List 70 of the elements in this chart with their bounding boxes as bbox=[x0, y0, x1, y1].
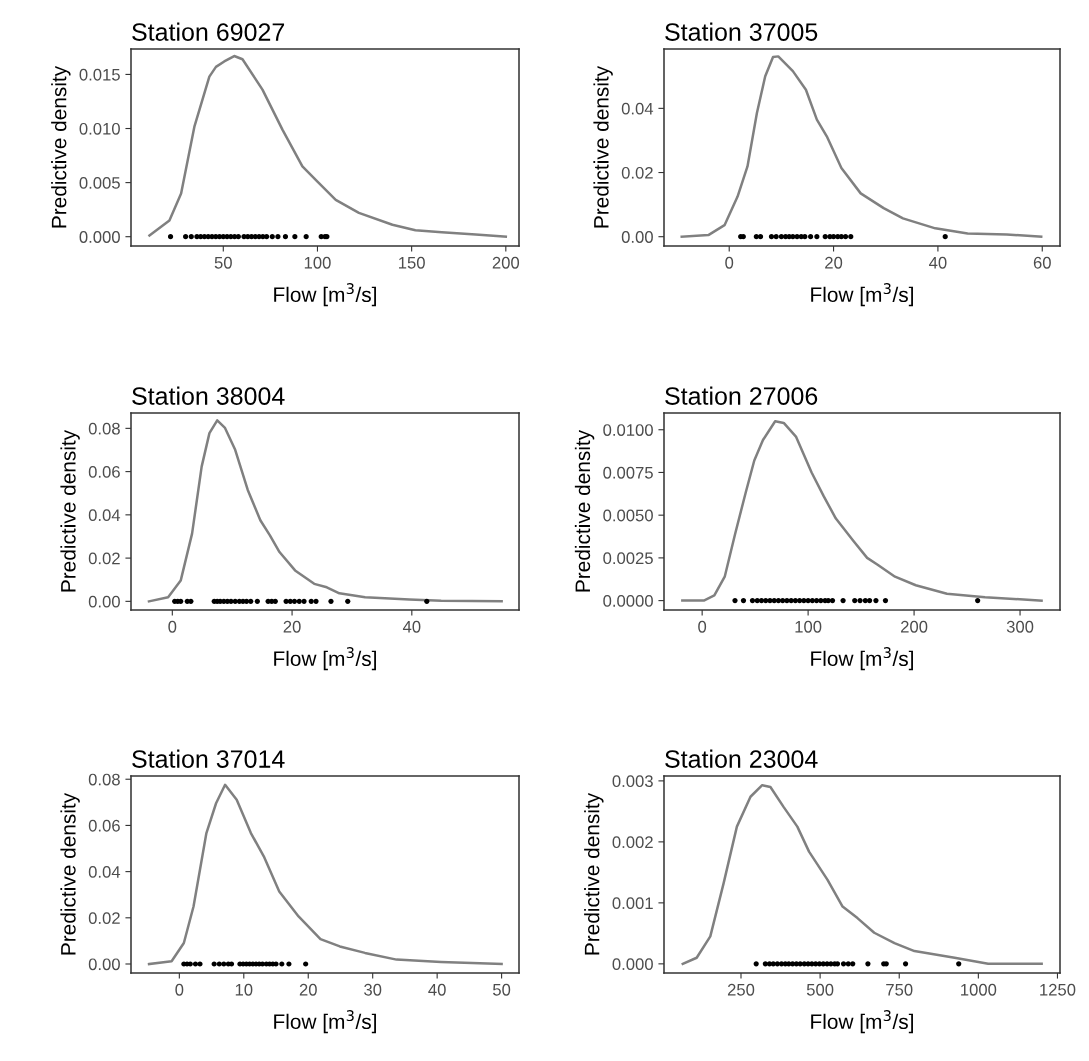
y-axis-title: Predictive density bbox=[51, 65, 71, 228]
y-tick-label: 0.000 bbox=[612, 958, 653, 971]
y-tick-label: 0.06 bbox=[88, 819, 120, 832]
x-axis-title: Flow [m$^{3}$/s] bbox=[811, 1010, 913, 1034]
y-tick-label: 0.02 bbox=[88, 912, 120, 925]
x-tick-label: 200 bbox=[901, 620, 928, 633]
y-tick-label: 0.00 bbox=[621, 231, 653, 243]
x-tick-label: 100 bbox=[304, 256, 331, 269]
x-tick-label: 50 bbox=[493, 983, 511, 996]
y-tick-label: 0.06 bbox=[88, 466, 120, 478]
y-tick-label: 0.04 bbox=[88, 509, 121, 522]
x-tick-label: 0 bbox=[698, 620, 707, 633]
x-tick-label: 20 bbox=[299, 983, 317, 996]
x-tick-label: 750 bbox=[886, 983, 913, 996]
x-tick-label: 300 bbox=[1006, 620, 1034, 633]
y-tick-label: 0.0000 bbox=[603, 595, 653, 607]
x-tick-label: 0 bbox=[725, 256, 734, 269]
x-tick-label: 100 bbox=[795, 620, 822, 633]
x-axis-title: Flow [m$^{3}$/s] bbox=[274, 283, 376, 307]
x-axis-title: Flow [m$^{3}$/s] bbox=[811, 647, 913, 671]
x-tick-label: 20 bbox=[825, 256, 843, 269]
x-tick-label: 1000 bbox=[961, 983, 997, 996]
y-tick-label: 0.015 bbox=[79, 68, 120, 81]
y-tick-label: 0.04 bbox=[621, 102, 654, 115]
x-tick-label: 40 bbox=[402, 620, 421, 633]
x-tick-label: 250 bbox=[727, 983, 755, 996]
x-tick-label: 0 bbox=[168, 620, 177, 633]
x-tick-label: 40 bbox=[428, 983, 446, 996]
chart-title: Station 38004 bbox=[132, 386, 285, 405]
x-tick-label: 20 bbox=[283, 620, 301, 633]
x-tick-label: 60 bbox=[1033, 256, 1051, 269]
y-axis-title: Predictive density bbox=[593, 65, 613, 228]
y-tick-label: 0.08 bbox=[88, 422, 120, 435]
y-axis-title: Predictive density bbox=[60, 429, 80, 592]
x-tick-label: 200 bbox=[492, 256, 520, 269]
chart-title: Station 27006 bbox=[665, 386, 818, 405]
y-tick-label: 0.0075 bbox=[603, 466, 653, 479]
chart-title: Station 37005 bbox=[665, 22, 818, 41]
y-tick-label: 0.04 bbox=[88, 866, 121, 878]
chart-title: Station 23004 bbox=[665, 749, 818, 768]
y-tick-label: 0.002 bbox=[612, 836, 653, 849]
x-axis-title: Flow [m$^{3}$/s] bbox=[274, 647, 376, 671]
y-axis-title: Predictive density bbox=[574, 429, 595, 592]
y-tick-label: 0.00 bbox=[88, 595, 120, 608]
x-axis-title: Flow [m$^{3}$/s] bbox=[811, 283, 913, 307]
x-tick-label: 30 bbox=[364, 983, 382, 996]
chart-title: Station 69027 bbox=[132, 22, 285, 41]
y-axis-title: Predictive density bbox=[584, 792, 604, 955]
y-tick-label: 0.005 bbox=[79, 177, 120, 189]
y-tick-label: 0.0025 bbox=[603, 552, 653, 565]
x-tick-label: 1250 bbox=[1040, 983, 1076, 996]
y-axis-title: Predictive density bbox=[60, 792, 80, 955]
x-tick-label: 10 bbox=[235, 983, 253, 996]
y-tick-label: 0.010 bbox=[79, 122, 120, 135]
y-tick-label: 0.001 bbox=[612, 897, 653, 910]
x-tick-label: 0 bbox=[175, 983, 184, 996]
chart-title: Station 37014 bbox=[132, 749, 285, 768]
y-tick-label: 0.000 bbox=[79, 231, 120, 243]
y-tick-label: 0.02 bbox=[621, 166, 653, 179]
x-tick-label: 500 bbox=[806, 983, 834, 996]
x-tick-label: 40 bbox=[929, 256, 947, 269]
y-tick-label: 0.003 bbox=[612, 775, 653, 788]
y-tick-label: 0.02 bbox=[88, 552, 120, 565]
x-tick-label: 150 bbox=[399, 256, 425, 269]
y-tick-label: 0.0100 bbox=[603, 424, 653, 436]
y-tick-label: 0.08 bbox=[88, 773, 120, 786]
x-tick-label: 50 bbox=[214, 256, 232, 269]
y-tick-label: 0.0050 bbox=[603, 509, 653, 522]
x-axis-title: Flow [m$^{3}$/s] bbox=[274, 1010, 376, 1034]
y-tick-label: 0.00 bbox=[88, 958, 120, 971]
